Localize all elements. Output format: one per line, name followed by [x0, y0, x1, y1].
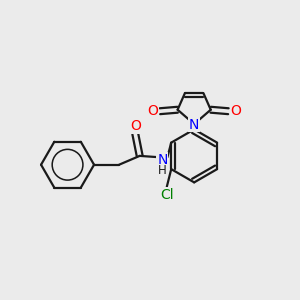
Text: O: O: [130, 119, 141, 134]
Text: H: H: [158, 164, 167, 177]
Text: O: O: [230, 104, 241, 118]
Text: O: O: [147, 104, 158, 118]
Text: N: N: [157, 153, 168, 167]
Text: Cl: Cl: [160, 188, 174, 202]
Text: N: N: [157, 153, 168, 167]
Text: N: N: [189, 118, 200, 132]
Text: H: H: [158, 164, 167, 177]
